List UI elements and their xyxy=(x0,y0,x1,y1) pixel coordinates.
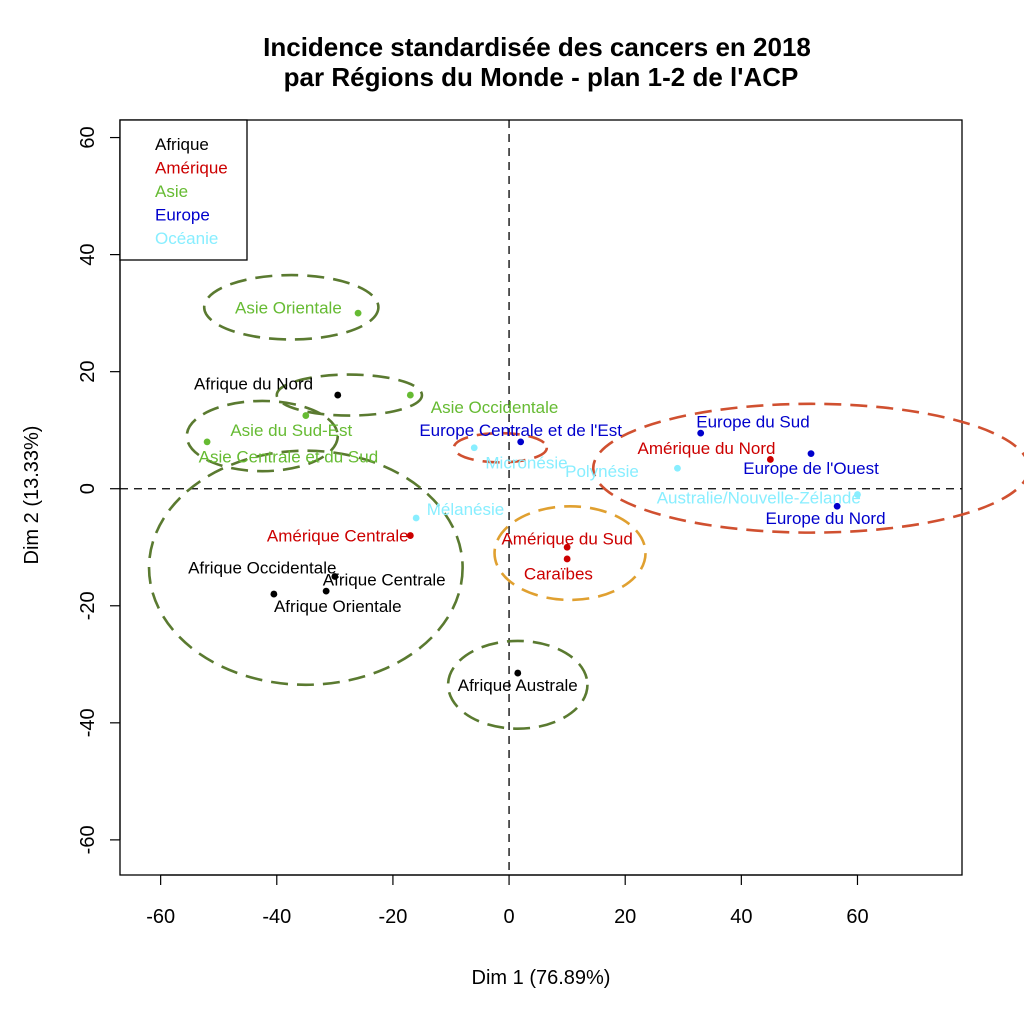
x-tick-label: 40 xyxy=(730,906,752,928)
data-point xyxy=(854,491,861,498)
group-ellipse xyxy=(452,431,549,464)
data-point xyxy=(697,429,705,437)
group-ellipse xyxy=(493,504,647,602)
legend-entry: Afrique xyxy=(155,135,209,154)
point-label: Europe du Nord xyxy=(766,509,886,528)
point-label: Europe de l'Ouest xyxy=(743,459,879,478)
point-label: Asie du Sud-Est xyxy=(230,421,352,440)
data-point xyxy=(674,464,681,472)
point-label: Amérique du Sud xyxy=(501,529,632,548)
data-point xyxy=(470,444,478,452)
legend-entry: Europe xyxy=(155,206,210,225)
group-ellipse xyxy=(446,639,589,730)
point-label: Mélanésie xyxy=(427,500,505,519)
point-label: Amérique du Nord xyxy=(638,439,776,458)
data-point xyxy=(322,587,330,595)
data-point xyxy=(203,438,211,446)
chart-title-line2: par Régions du Monde - plan 1-2 de l'ACP xyxy=(284,62,799,92)
data-point xyxy=(807,450,815,458)
x-tick-label: -20 xyxy=(378,906,407,928)
data-point xyxy=(563,555,571,563)
chart-title-line1: Incidence standardisée des cancers en 20… xyxy=(263,32,811,62)
x-tick-label: 20 xyxy=(614,906,636,928)
point-label: Amérique Centrale xyxy=(267,527,409,546)
point-label: Afrique Orientale xyxy=(274,597,402,616)
y-tick-label: 0 xyxy=(77,483,99,494)
data-point xyxy=(354,309,362,317)
point-label: Asie Occidentale xyxy=(431,398,559,417)
data-point xyxy=(412,514,420,522)
legend-box xyxy=(119,119,248,261)
point-label: Micronésie xyxy=(485,453,567,472)
legend-entry: Océanie xyxy=(155,229,218,248)
y-tick-label: 20 xyxy=(77,361,99,383)
point-label: Asie Centrale et du Sud xyxy=(199,448,379,467)
point-label: Afrique du Nord xyxy=(194,374,313,393)
x-tick-label: 0 xyxy=(503,906,514,928)
y-tick-label: -20 xyxy=(77,591,99,620)
data-point xyxy=(331,573,339,580)
y-tick-label: 40 xyxy=(77,243,99,265)
point-label: Europe Centrale et de l'Est xyxy=(419,421,622,440)
group-ellipse xyxy=(275,373,424,417)
point-label: Polynésie xyxy=(565,462,639,481)
data-point xyxy=(563,543,571,551)
point-label: Australie/Nouvelle-Zélande xyxy=(657,489,861,508)
data-point xyxy=(406,391,414,399)
data-point xyxy=(833,502,841,510)
legend-entry: Asie xyxy=(155,182,188,201)
group-ellipse xyxy=(185,399,340,473)
legend-entry: Amérique xyxy=(155,159,228,178)
point-label: Afrique Australe xyxy=(458,676,578,695)
data-point xyxy=(766,456,774,463)
point-label: Asie Orientale xyxy=(235,298,342,317)
data-point xyxy=(514,669,522,677)
data-point xyxy=(406,532,414,539)
point-label: Afrique Centrale xyxy=(323,570,446,589)
data-point xyxy=(334,391,342,399)
group-ellipse xyxy=(147,449,464,687)
x-axis-label: Dim 1 (76.89%) xyxy=(472,967,611,989)
group-ellipse xyxy=(202,273,380,341)
x-tick-label: 60 xyxy=(846,906,868,928)
y-tick-label: -40 xyxy=(77,708,99,737)
group-ellipse xyxy=(592,402,1024,534)
point-label: Caraïbes xyxy=(524,565,593,584)
x-tick-label: -60 xyxy=(146,906,175,928)
y-axis-label: Dim 2 (13.33%) xyxy=(21,426,43,565)
plot-area: -60 -40 -20 0 20 40 60 -60 -40 -20 0 20 40 60 Asie Ori… xyxy=(77,119,1024,928)
data-point xyxy=(302,412,310,419)
point-label: Europe du Sud xyxy=(696,412,809,431)
data-point xyxy=(517,438,525,446)
y-tick-label: -60 xyxy=(77,825,99,854)
data-point xyxy=(270,590,278,598)
point-label: Afrique Occidentale xyxy=(188,559,336,578)
x-tick-label: -40 xyxy=(262,906,291,928)
y-tick-label: 60 xyxy=(77,126,99,148)
